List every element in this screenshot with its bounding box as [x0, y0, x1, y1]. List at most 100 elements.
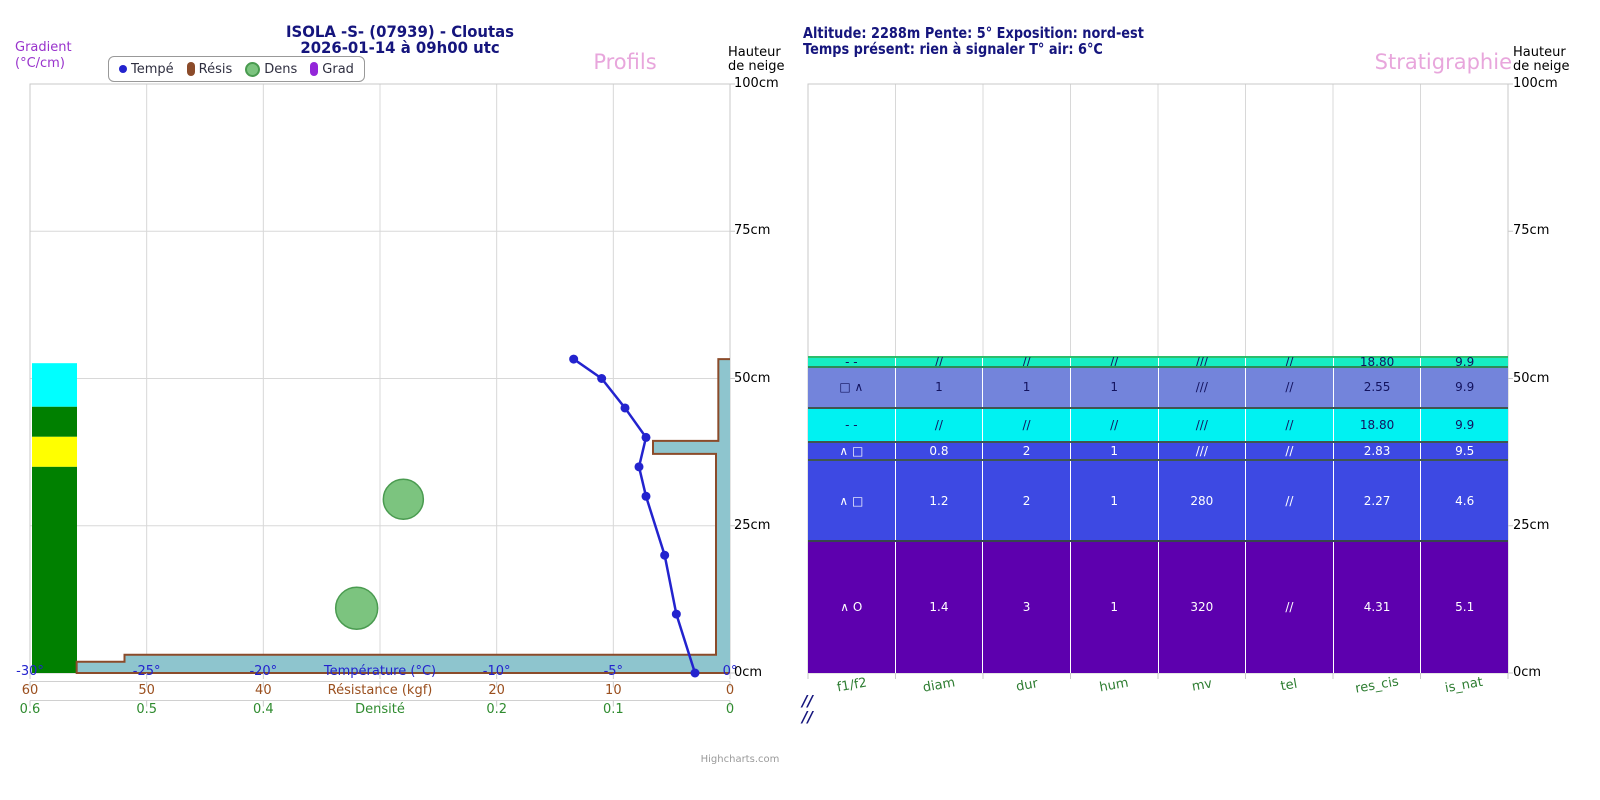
temperature-point [660, 550, 670, 560]
stratigraphy-cell: 1 [896, 367, 984, 407]
temperature-point [690, 668, 700, 678]
stratigraphy-layer-row: ∧ □ 0.8 2 1/////2.83 9.5 [808, 440, 1508, 460]
temperature-point [597, 374, 607, 383]
height-tick-label: 25cm [1513, 517, 1550, 533]
left-panel-title: Profils [593, 50, 657, 74]
stratigraphy-cell: 1 [1071, 461, 1159, 540]
legend: Tempé Résis Dens Grad [108, 56, 365, 82]
height-tick-label: 50cm [1513, 370, 1550, 386]
x-axis-title: Densité [355, 702, 405, 717]
height-tick-label: 100cm [1513, 76, 1558, 91]
temperature-point [641, 491, 651, 501]
pill-marker-icon [186, 62, 195, 76]
right-height-axis-label-line1: Hauteur [1513, 45, 1566, 60]
stratigraphy-cell: 18.80 [1334, 355, 1422, 369]
stratigraphy-cell: □ ∧ [808, 367, 896, 407]
highcharts-credit[interactable]: Highcharts.com [700, 754, 780, 765]
legend-item-label: Grad [322, 61, 354, 77]
stratigraphy-cell: /// [1159, 355, 1247, 369]
stratigraphy-cell: 3 [983, 541, 1071, 673]
legend-item-resis[interactable]: Résis [186, 62, 232, 77]
legend-item-dens[interactable]: Dens [245, 61, 298, 77]
chart-title: ISOLA -S- (07939) - Cloutas [285, 22, 515, 41]
stratigraphy-cell: ∧ □ [808, 442, 896, 460]
x-axis-tick-label: -25° [132, 664, 161, 679]
height-tick-label: 50cm [734, 370, 771, 386]
stratigraphy-cell: // [896, 355, 984, 369]
x-axis-tick-label: 50 [138, 683, 155, 698]
x-axis-title: Température (°C) [323, 664, 437, 679]
x-axis-tick-label: 0.1 [602, 702, 624, 717]
temperature-point [634, 462, 644, 472]
resistance-profile-outline [75, 358, 730, 674]
x-axis-tick-label: 0 [725, 702, 735, 717]
right-height-axis-label: Hauteur de neige [1513, 46, 1569, 74]
stratigraphy-cell: // [1071, 355, 1159, 369]
x-axis-tick-label: 0° [722, 664, 738, 679]
dot-marker-icon [119, 65, 127, 73]
x-axis-tick-label: 60 [21, 683, 39, 698]
gradient-block [32, 466, 77, 673]
left-height-axis-label: Hauteur de neige [728, 46, 784, 74]
stratigraphy-cell: 1 [1071, 367, 1159, 407]
x-axis-tick-label: 40 [255, 683, 272, 698]
stratigraphy-cell: // [1246, 442, 1334, 460]
gradient-block [32, 406, 77, 437]
left-height-axis-label-line1: Hauteur [728, 45, 781, 60]
x-axis-title: Résistance (kgf) [327, 683, 433, 698]
stratigraphy-cell: ∧ □ [808, 461, 896, 540]
stratigraphy-cell: 9.9 [1455, 354, 1475, 369]
legend-item-label: Dens [264, 61, 298, 77]
stratigraphy-cell: // [1071, 408, 1159, 441]
stratigraphy-cell: 5.1 [1455, 600, 1475, 615]
stratigraphy-layer-row: - -///////////18.80 9.9 [808, 354, 1508, 369]
stratigraphy-cell: 18.80 [1334, 408, 1422, 441]
stratigraphy-cell: 2 [983, 461, 1071, 540]
stratigraphy-cell: /// [1159, 367, 1247, 407]
stratigraphy-cell: 4.6 [1455, 493, 1475, 508]
gradient-block [32, 363, 77, 407]
right-height-axis-label-line2: de neige [1513, 59, 1570, 74]
stratigraphy-layer-row: - -///////////18.80 9.9 [808, 406, 1508, 441]
temperature-point [641, 432, 651, 442]
left-height-axis-label-line2: de neige [728, 59, 785, 74]
stratigraphy-cell: 1 [1071, 442, 1159, 460]
x-axis-tick-label: -10° [482, 664, 511, 679]
chart-subtitle: 2026-01-14 à 09h00 utc [300, 38, 500, 57]
height-tick-label: 75cm [734, 223, 771, 239]
gradient-axis-label: Gradient (°C/cm) [15, 40, 72, 72]
x-axis-tick-label: -5° [603, 664, 624, 679]
right-header-location: Altitude: 2288m Pente: 5° Exposition: no… [803, 24, 1144, 42]
stratigraphy-cell: 4.31 [1334, 541, 1422, 673]
x-axis-tick-label: 0.4 [252, 702, 274, 717]
stratigraphy-layer-row: ∧ O 1.4 3 1 320//4.31 5.1 [808, 539, 1508, 673]
stratigraphy-cell: 9.9 [1455, 380, 1475, 395]
stratigraphy-cell: - - [808, 408, 896, 441]
x-axis-tick-label: -20° [249, 664, 278, 679]
stratigraphy-cell: // [983, 408, 1071, 441]
surface-event-mark-1: // [802, 692, 813, 710]
bubble-marker-icon [245, 61, 261, 77]
legend-item-tempe[interactable]: Tempé [119, 62, 174, 77]
stratigraphy-cell: 1.4 [896, 541, 984, 673]
stratigraphy-cell: 1.2 [896, 461, 984, 540]
stratigraphy-cell: - - [808, 355, 896, 369]
stratigraphy-cell: /// [1159, 408, 1247, 441]
x-axis-tick-label: 0.2 [486, 702, 507, 717]
temperature-line [572, 358, 697, 674]
right-panel-title: Stratigraphie [1374, 50, 1512, 74]
stratigraphy-cell: 2.83 [1334, 442, 1422, 460]
pill-marker-icon [310, 62, 319, 76]
stratigraphy-cell: 2 [983, 442, 1071, 460]
stratigraphy-cell: // [896, 408, 984, 441]
stratigraphy-cell: // [1246, 461, 1334, 540]
legend-item-label: Tempé [131, 61, 174, 77]
stratigraphy-cell: // [1246, 355, 1334, 369]
temperature-point [671, 609, 681, 619]
legend-item-grad[interactable]: Grad [310, 62, 354, 77]
stratigraphy-cell: 2.27 [1334, 461, 1422, 540]
gradient-axis-label-line2: (°C/cm) [15, 56, 65, 71]
stratigraphy-cell: // [1246, 408, 1334, 441]
right-header-weather: Temps présent: rien à signaler T° air: 6… [803, 40, 1103, 58]
stratigraphy-cell: 9.9 [1455, 417, 1475, 432]
